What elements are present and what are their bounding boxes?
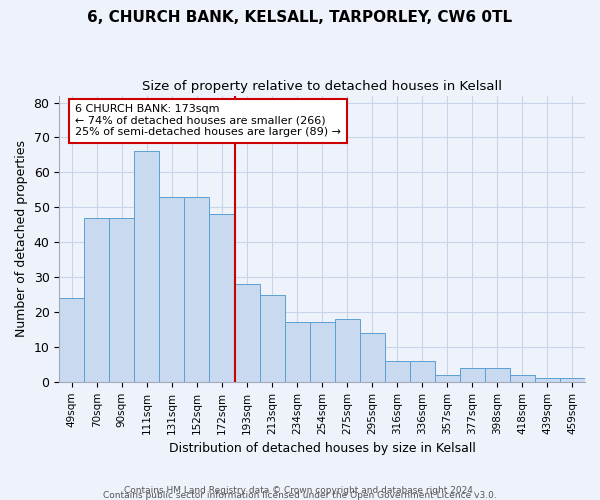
Bar [560, 378, 585, 382]
Y-axis label: Number of detached properties: Number of detached properties [15, 140, 28, 337]
Bar [284, 322, 310, 382]
Bar [59, 298, 85, 382]
Text: 6 CHURCH BANK: 173sqm
← 74% of detached houses are smaller (266)
25% of semi-det: 6 CHURCH BANK: 173sqm ← 74% of detached … [75, 104, 341, 138]
Bar [160, 197, 184, 382]
Text: Contains HM Land Registry data © Crown copyright and database right 2024.: Contains HM Land Registry data © Crown c… [124, 486, 476, 495]
Bar [485, 368, 510, 382]
Bar [359, 333, 385, 382]
Title: Size of property relative to detached houses in Kelsall: Size of property relative to detached ho… [142, 80, 502, 93]
Bar [335, 319, 359, 382]
Bar [134, 152, 160, 382]
Bar [510, 375, 535, 382]
Bar [235, 284, 260, 382]
Bar [385, 361, 410, 382]
Text: Contains public sector information licensed under the Open Government Licence v3: Contains public sector information licen… [103, 490, 497, 500]
X-axis label: Distribution of detached houses by size in Kelsall: Distribution of detached houses by size … [169, 442, 476, 455]
Bar [260, 294, 284, 382]
Bar [310, 322, 335, 382]
Bar [184, 197, 209, 382]
Bar [460, 368, 485, 382]
Bar [535, 378, 560, 382]
Bar [410, 361, 435, 382]
Bar [209, 214, 235, 382]
Bar [435, 375, 460, 382]
Bar [85, 218, 109, 382]
Bar [109, 218, 134, 382]
Text: 6, CHURCH BANK, KELSALL, TARPORLEY, CW6 0TL: 6, CHURCH BANK, KELSALL, TARPORLEY, CW6 … [88, 10, 512, 25]
